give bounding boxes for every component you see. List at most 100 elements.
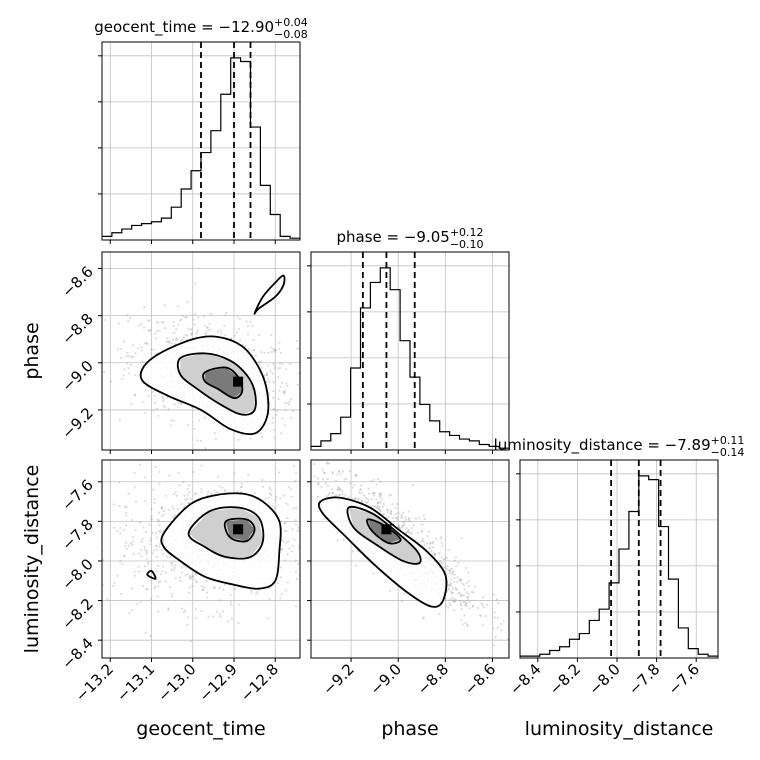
title-upper-error: +0.11 (711, 434, 745, 447)
sample-point (180, 607, 184, 610)
sample-point (379, 480, 382, 483)
sample-point (349, 482, 352, 485)
sample-point (186, 616, 190, 619)
sample-point (294, 570, 298, 574)
sample-point (278, 389, 281, 392)
sample-point (391, 516, 394, 520)
sample-point (119, 559, 122, 563)
sample-point (268, 492, 272, 495)
sample-point (164, 580, 168, 583)
sample-point (465, 602, 468, 606)
sample-point (286, 503, 289, 506)
sample-point (143, 306, 146, 309)
sample-point (452, 599, 455, 602)
sample-point (453, 573, 456, 577)
sample-point (502, 620, 505, 623)
contour-outer (139, 335, 270, 436)
sample-point (123, 368, 126, 371)
sample-point (152, 488, 155, 491)
sample-point (174, 337, 178, 340)
sample-point (188, 586, 191, 589)
sample-point (455, 588, 458, 591)
sample-point (407, 531, 411, 534)
sample-point (447, 548, 450, 552)
contour-outer (160, 492, 282, 590)
sample-point (431, 541, 434, 544)
sample-point (481, 603, 484, 606)
sample-point (267, 380, 271, 383)
sample-point (407, 517, 410, 520)
sample-point (162, 400, 165, 403)
sample-point (119, 532, 122, 535)
sample-point (465, 581, 468, 585)
sample-point (445, 556, 448, 559)
sample-point (434, 537, 438, 540)
sample-point (323, 550, 325, 552)
sample-point (206, 596, 209, 599)
sample-point (468, 601, 471, 604)
sample-point (342, 549, 344, 551)
sample-point (403, 523, 406, 526)
sample-point (125, 514, 128, 517)
sample-point (96, 544, 98, 546)
sample-point (194, 607, 198, 611)
sample-point (127, 544, 130, 547)
y-tick-label: −8.0 (58, 555, 96, 593)
sample-point (323, 472, 326, 475)
sample-point (151, 552, 154, 555)
sample-point (195, 580, 198, 583)
histogram-geocent_time (102, 57, 300, 239)
axes-frame (101, 251, 301, 451)
sample-point (282, 494, 285, 497)
sample-point (161, 548, 164, 552)
sample-point (367, 487, 370, 490)
sample-point (214, 438, 218, 441)
sample-point (150, 518, 153, 521)
sample-point (294, 605, 298, 608)
sample-point (472, 591, 475, 594)
sample-point (172, 507, 175, 511)
sample-point (407, 528, 410, 531)
sample-point (341, 456, 343, 458)
sample-point (367, 492, 371, 495)
sample-point (394, 512, 397, 516)
sample-point (255, 592, 258, 595)
sample-point (325, 495, 328, 498)
sample-point (337, 470, 340, 473)
title-value: phase = −9.05 (336, 228, 449, 246)
sample-point (146, 319, 150, 322)
sample-point (440, 541, 443, 544)
sample-point (195, 332, 198, 335)
sample-point (328, 547, 330, 549)
sample-point (401, 511, 405, 514)
sample-point (306, 474, 308, 476)
sample-point (282, 540, 285, 543)
sample-point (168, 340, 172, 343)
sample-point (249, 437, 252, 440)
title-upper-error: +0.04 (274, 16, 308, 29)
sample-point (459, 595, 462, 598)
sample-point (210, 492, 213, 495)
sample-point (181, 566, 184, 569)
sample-point (187, 502, 190, 505)
sample-point (149, 537, 153, 540)
contour-inner (366, 518, 402, 545)
sample-point (411, 526, 414, 530)
sample-point (355, 473, 358, 476)
sample-point (160, 529, 163, 532)
sample-point (372, 572, 375, 575)
sample-point (154, 332, 157, 335)
sample-point (213, 585, 216, 588)
contour-middle (346, 505, 422, 565)
sample-point (148, 523, 151, 526)
sample-point (453, 559, 456, 562)
sample-point (470, 591, 473, 594)
sample-point (449, 604, 452, 607)
sample-point (145, 549, 148, 552)
sample-point (250, 592, 253, 595)
sample-point (381, 513, 384, 516)
sample-point (195, 492, 198, 496)
sample-point (220, 332, 223, 335)
title-lower-error: −0.14 (711, 446, 745, 459)
sample-point (152, 409, 155, 412)
